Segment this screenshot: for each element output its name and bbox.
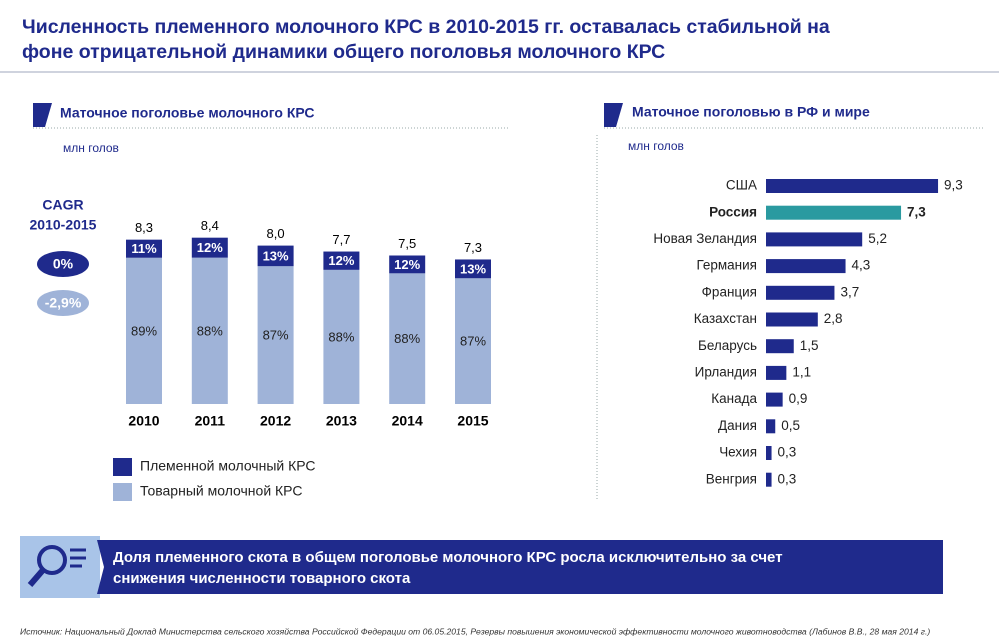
- conclusion-banner: [97, 540, 943, 594]
- cagr-value: 0%: [53, 256, 74, 272]
- legend-swatch: [113, 458, 132, 476]
- value-label: 7,3: [907, 204, 926, 219]
- bar: [766, 339, 794, 354]
- source: Источник: Национальный Доклад Министерст…: [20, 626, 930, 636]
- bar: [766, 312, 818, 327]
- value-label: 4,3: [852, 258, 871, 273]
- bar-segment: [191, 237, 228, 258]
- value-label: 3,7: [840, 284, 859, 299]
- segment-label: 12%: [328, 253, 354, 268]
- bar-segment: [323, 269, 360, 404]
- cagr-badge: [37, 290, 89, 316]
- bar-segment: [191, 257, 228, 404]
- segment-label: 12%: [394, 257, 420, 272]
- bar: [766, 365, 787, 380]
- legend-label: Племенной молочный КРС: [140, 458, 316, 474]
- segment-label: 89%: [131, 323, 157, 338]
- total-label: 8,0: [267, 226, 285, 241]
- cagr-value: -2,9%: [45, 295, 82, 311]
- y-tick-label: Германия: [696, 258, 757, 273]
- cagr-title: CAGR: [42, 197, 83, 213]
- y-tick-label: Чехия: [719, 445, 757, 460]
- segment-label: 11%: [131, 241, 157, 256]
- segment-label: 13%: [460, 261, 486, 276]
- segment-label: 88%: [197, 323, 223, 338]
- y-tick-label: Венгрия: [706, 471, 757, 486]
- bar-segment: [323, 251, 360, 270]
- legend-swatch: [113, 483, 132, 501]
- value-label: 5,2: [868, 231, 887, 246]
- unit: млн голов: [63, 141, 119, 155]
- x-tick-label: 2013: [326, 413, 357, 429]
- y-tick-label: Новая Зеландия: [653, 231, 757, 246]
- y-tick-label: Ирландия: [695, 364, 757, 379]
- bar: [766, 392, 783, 407]
- x-tick-label: 2011: [195, 413, 226, 429]
- bar-segment: [455, 259, 491, 279]
- x-tick-label: 2010: [128, 413, 159, 429]
- bar: [766, 285, 835, 300]
- x-tick-label: 2015: [457, 413, 488, 429]
- bar: [766, 259, 846, 274]
- segment-label: 88%: [394, 331, 420, 346]
- x-tick-label: 2014: [392, 413, 423, 429]
- value-label: 0,5: [781, 418, 800, 433]
- y-tick-label: Дания: [718, 418, 757, 433]
- bar: [766, 205, 902, 220]
- header-icon: [604, 103, 623, 127]
- panel-title: Маточное поголовью в РФ и мире: [632, 104, 870, 120]
- magnifier: [37, 545, 67, 575]
- title-line: Численность племенного молочного КРС в 2…: [22, 16, 830, 38]
- value-label: 0,3: [778, 471, 797, 486]
- segment-label: 87%: [263, 328, 289, 343]
- segment-label: 13%: [263, 248, 289, 263]
- unit: млн голов: [628, 139, 684, 153]
- value-label: 1,1: [792, 364, 811, 379]
- bar-segment: [389, 273, 426, 404]
- y-tick-label: Беларусь: [698, 338, 757, 353]
- value-label: 0,3: [778, 445, 797, 460]
- y-tick-label: Канада: [711, 391, 757, 406]
- conclusion-line: снижения численности товарного скота: [113, 570, 411, 587]
- total-label: 7,7: [332, 232, 350, 247]
- legend-label: Товарный молочной КРС: [140, 483, 302, 499]
- bar: [766, 446, 772, 460]
- segment-label: 87%: [460, 334, 486, 349]
- total-label: 7,3: [464, 240, 482, 255]
- value-label: 1,5: [800, 338, 819, 353]
- panel-title: Маточное поголовье молочного КРС: [60, 105, 314, 121]
- y-tick-label: США: [726, 178, 757, 193]
- total-label: 8,4: [201, 218, 219, 233]
- value-label: 0,9: [789, 391, 808, 406]
- bar-segment: [455, 278, 491, 404]
- total-label: 8,3: [135, 220, 153, 235]
- title-line: фоне отрицательной динамики общего погол…: [22, 41, 665, 63]
- y-tick-label: Казахстан: [694, 311, 757, 326]
- total-label: 7,5: [398, 236, 416, 251]
- header-icon: [33, 103, 52, 127]
- conclusion-line: Доля племенного скота в общем поголовье …: [113, 549, 783, 566]
- icon-box: [20, 536, 100, 598]
- value-label: 9,3: [944, 178, 963, 193]
- bar-segment: [257, 245, 294, 267]
- value-label: 2,8: [824, 311, 843, 326]
- bar-segment: [126, 257, 162, 404]
- cagr-badge: [37, 251, 89, 277]
- icon-lines: [70, 548, 86, 568]
- bar: [766, 472, 772, 487]
- bar-segment: [257, 266, 294, 404]
- bar: [766, 179, 939, 193]
- cagr-title: 2010-2015: [30, 217, 97, 233]
- segment-label: 12%: [197, 240, 223, 255]
- y-tick-label: Россия: [709, 204, 757, 219]
- x-tick-label: 2012: [260, 413, 291, 429]
- bar: [766, 232, 863, 247]
- bar-segment: [389, 255, 426, 274]
- bar: [766, 419, 776, 434]
- y-tick-label: Франция: [702, 284, 757, 299]
- bar-segment: [126, 239, 162, 258]
- segment-label: 88%: [328, 329, 354, 344]
- magnifier-handle: [27, 568, 46, 587]
